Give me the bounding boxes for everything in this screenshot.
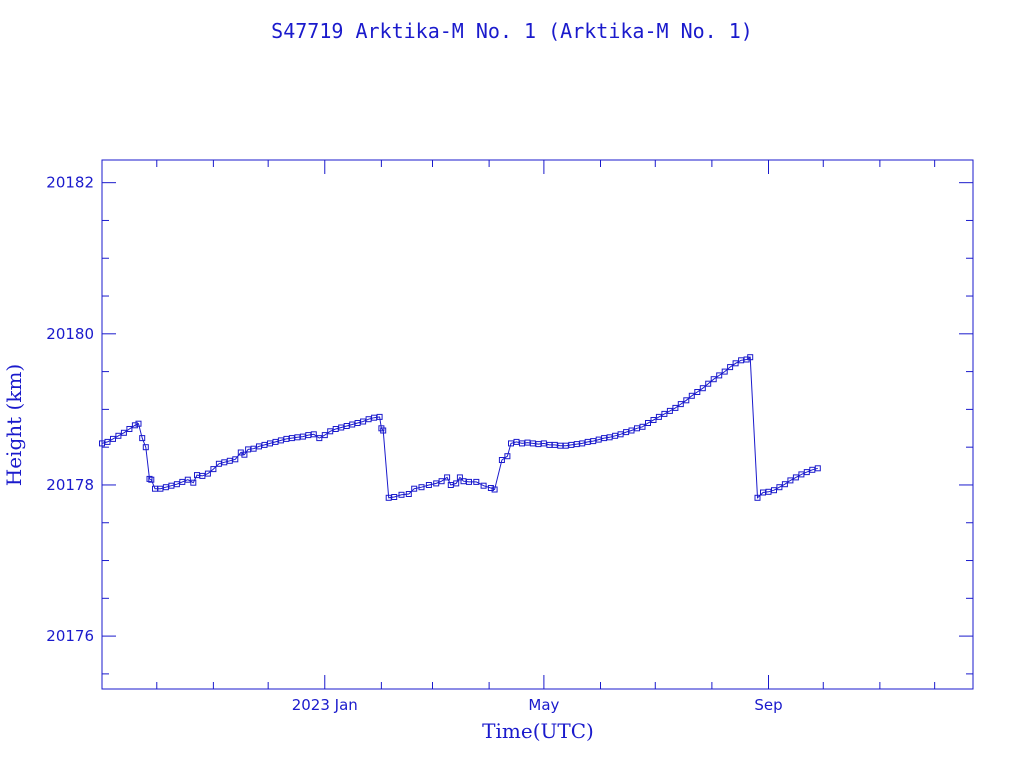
data-point [418, 484, 425, 491]
data-point [639, 423, 646, 430]
data-point [126, 426, 133, 432]
data-point [727, 364, 734, 371]
data-point [781, 481, 788, 488]
data-point [131, 422, 138, 429]
data-point [721, 368, 728, 375]
series-markers [99, 354, 821, 501]
data-point [466, 478, 472, 485]
y-tick-label: 20176 [46, 627, 94, 645]
data-point [142, 444, 149, 451]
data-point [498, 457, 505, 463]
data-point [705, 380, 712, 387]
data-point [146, 475, 153, 482]
data-point [487, 485, 494, 491]
data-point [677, 401, 684, 408]
y-tick-label: 20180 [46, 325, 94, 343]
y-tick-label: 20178 [46, 476, 94, 494]
data-point [480, 482, 487, 489]
axis-ticks [101, 160, 973, 689]
data-point [204, 470, 211, 477]
data-point [747, 354, 754, 361]
data-point [473, 478, 480, 485]
data-point [491, 486, 498, 493]
data-point [376, 413, 383, 420]
data-point [391, 494, 398, 500]
x-tick-label: May [528, 696, 559, 714]
y-tick-label: 20182 [46, 174, 94, 192]
data-point [716, 372, 723, 379]
data-point [148, 476, 155, 483]
data-point [453, 480, 460, 487]
x-axis-label: Time(UTC) [482, 719, 594, 743]
data-point [139, 435, 146, 442]
data-point [398, 491, 405, 498]
x-tick-label: 2023 Jan [292, 696, 358, 714]
data-point [699, 385, 706, 392]
data-point [444, 474, 451, 481]
data-point [694, 389, 701, 395]
chart-title: S47719 Arktika-M No. 1 (Arktika-M No. 1) [271, 19, 753, 43]
data-point [321, 432, 328, 439]
series-line [101, 356, 818, 499]
data-point [438, 478, 445, 485]
data-point [190, 479, 197, 486]
data-point [504, 453, 511, 460]
data-point [650, 417, 657, 423]
data-point [232, 456, 239, 463]
data-point [405, 491, 412, 497]
y-axis-label: Height (km) [2, 364, 26, 486]
data-point [688, 392, 695, 399]
x-tick-label: Sep [754, 696, 782, 714]
data-point [754, 494, 761, 501]
data-point [683, 397, 690, 404]
axis-tick-labels: 20176 20178 20180 20182 2023 Jan May Sep [46, 174, 782, 714]
data-point [135, 420, 142, 427]
data-point [380, 427, 387, 434]
data-point [456, 474, 463, 481]
data-point [710, 376, 717, 383]
data-point [310, 431, 317, 438]
data-point [241, 451, 248, 458]
data-point [672, 404, 679, 411]
data-point [411, 485, 418, 492]
data-point [814, 465, 821, 472]
plot-frame [101, 159, 974, 690]
data-point [110, 435, 116, 442]
data-point [210, 466, 217, 473]
data-point [425, 482, 432, 488]
data-point [120, 429, 127, 436]
